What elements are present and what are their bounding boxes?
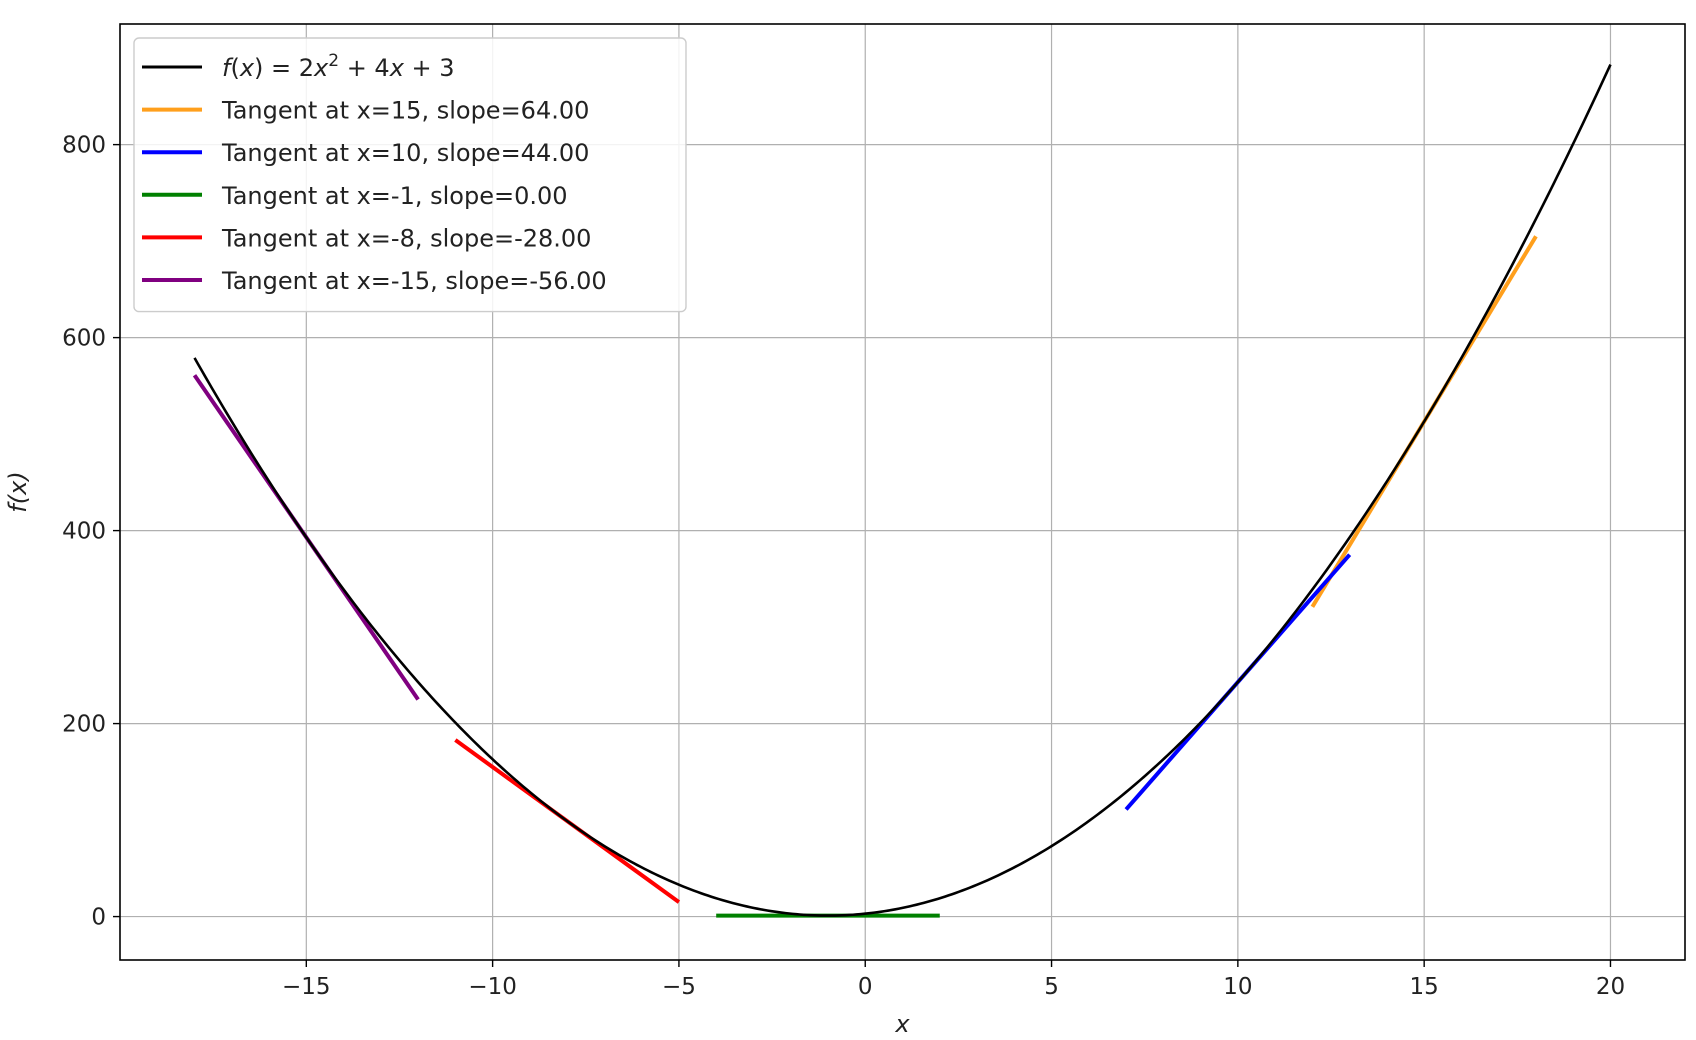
legend-label-0: Tangent at x=15, slope=64.00: [221, 97, 589, 125]
legend: f(x) = 2x2 + 4x + 3 Tangent at x=15, slop…: [133, 37, 687, 313]
x-tick-label: −5: [662, 974, 696, 1000]
function-curve: [193, 63, 1612, 917]
plot-frame: [119, 23, 1686, 961]
legend-label-function-part: x: [239, 54, 255, 82]
y-tick-label: 800: [62, 133, 106, 159]
x-tick-label: 15: [1410, 974, 1439, 1000]
x-tick-label: 10: [1223, 974, 1252, 1000]
y-tick-label: 0: [91, 905, 106, 931]
x-tick-label: −15: [282, 974, 331, 1000]
x-tick-label: 20: [1596, 974, 1625, 1000]
legend-label-function-part: + 3: [404, 54, 455, 82]
legend-label-3: Tangent at x=-8, slope=-28.00: [221, 224, 591, 252]
legend-label-1: Tangent at x=10, slope=44.00: [221, 139, 589, 167]
legend-label-function-part: (: [230, 54, 239, 82]
legend-box: [133, 37, 687, 313]
y-axis-label: f(x): [4, 471, 32, 512]
y-tick-label: 400: [62, 519, 106, 545]
legend-label-function-part: ) = 2: [254, 54, 314, 82]
x-axis-label: x: [894, 1010, 910, 1038]
y-tick-label: 200: [62, 712, 106, 738]
x-tick-label: −10: [468, 974, 517, 1000]
legend-label-function: f(x) = 2x2 + 4x + 3: [222, 51, 455, 82]
y-tick-label: 600: [62, 326, 106, 352]
x-tick-label: 0: [858, 974, 873, 1000]
legend-label-function-part: x: [389, 54, 405, 82]
y-axis-label-group: f(x): [4, 471, 32, 512]
legend-label-function-part: 2: [328, 51, 339, 71]
legend-label-function-part: x: [313, 54, 329, 82]
legend-label-4: Tangent at x=-15, slope=-56.00: [221, 267, 607, 295]
legend-label-function-part: + 4: [339, 54, 390, 82]
x-tick-label: 5: [1044, 974, 1059, 1000]
legend-label-2: Tangent at x=-1, slope=0.00: [221, 182, 568, 210]
plot-lines: [192, 63, 1612, 918]
